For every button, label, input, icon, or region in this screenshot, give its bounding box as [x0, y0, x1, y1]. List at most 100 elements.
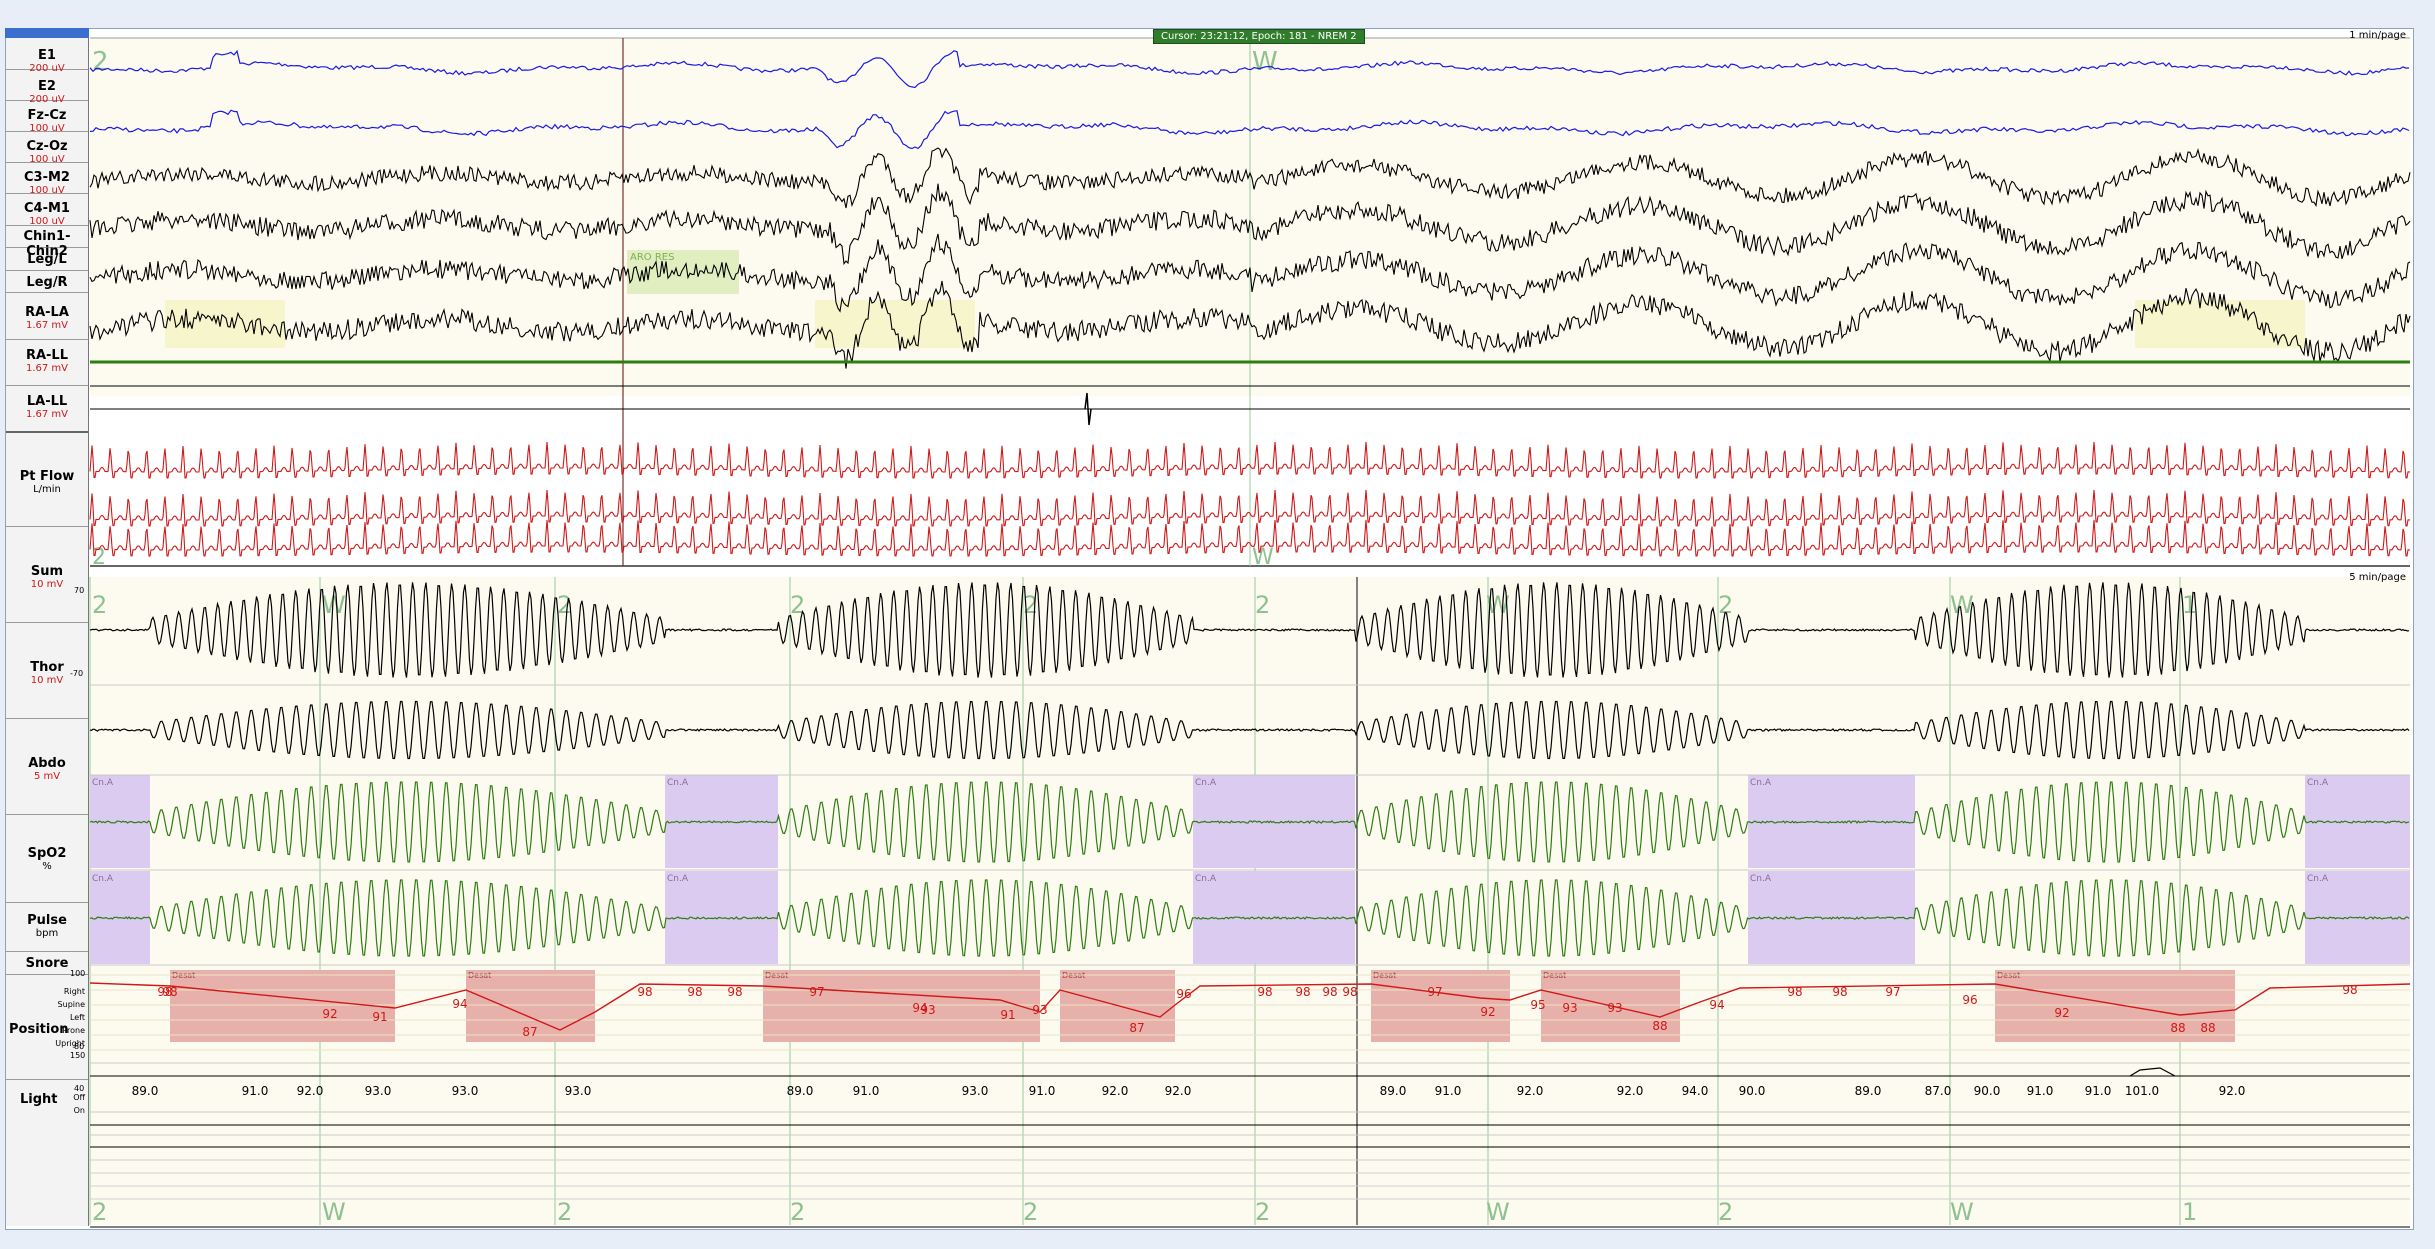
pulse-value: 89.0 [1380, 1084, 1407, 1098]
channel-label-sum[interactable]: Sum 10 mV [6, 527, 88, 623]
spo2-value: 94 [912, 1001, 927, 1015]
desat-box [763, 970, 1040, 1042]
spo2-value: 92 [2054, 1006, 2069, 1020]
hypno-stage-strip: 2 [557, 1198, 572, 1226]
spo2-value: 98 [2342, 983, 2357, 997]
flow-bottom-tick: -70 [70, 669, 84, 678]
channel-label-ra-la[interactable]: RA-LA 1.67 mV [6, 293, 88, 340]
channel-label-e1[interactable]: E1 200 uV [6, 38, 88, 74]
channel-label-chin[interactable]: Chin1-Chin2 [6, 226, 88, 259]
channel-label-leg-l[interactable]: Leg/L [6, 248, 88, 271]
channel-unit: 100 uV [29, 123, 65, 134]
spo2-top-tick: 100 [70, 969, 86, 978]
hypno-stage-top: W [1252, 47, 1278, 77]
spo2-value: 95 [1530, 998, 1545, 1012]
cn-a-tag: Cn.A [1750, 874, 1772, 884]
spo2-value: 97 [1427, 985, 1442, 999]
top-page-scale: 1 min/page [2349, 30, 2406, 41]
spo2-value: 98 [157, 985, 172, 999]
desat-box [466, 970, 595, 1042]
trace-e2 [89, 109, 2410, 150]
channel-name: RA-LA [25, 305, 69, 320]
channel-label-thor[interactable]: Thor 10 mV [6, 623, 88, 719]
trace-fz-cz [89, 147, 2411, 209]
light-sub-on: On [73, 1106, 85, 1115]
hypno-stage-bottom: W [322, 591, 346, 619]
channel-unit: 10 mV [30, 675, 64, 686]
channel-label-pt-flow[interactable]: Pt Flow L/min [6, 435, 88, 527]
channel-label-spo2[interactable]: SpO2% [6, 815, 88, 903]
hypno-stage-bottom: 1 [2182, 591, 2197, 619]
channel-label-e2[interactable]: E2 200 uV [6, 70, 88, 105]
hypno-stage-bottom: 2 [1718, 591, 1733, 619]
spo2-value: 98 [727, 985, 742, 999]
event-box [165, 300, 285, 348]
channel-label-pulse[interactable]: Pulse bpm [6, 903, 88, 952]
event-box [815, 300, 975, 348]
hypno-stage-bottom: 2 [557, 591, 572, 619]
channel-label-la-ll[interactable]: LA-LL 1.67 mV [6, 386, 88, 433]
cn-a-tag: Cn.A [92, 778, 114, 788]
trace-e1 [89, 49, 2410, 89]
trace-ra-ll [89, 489, 2410, 527]
trace-abdo [89, 879, 2410, 957]
desat-box [1995, 970, 2235, 1042]
spo2-value: 93 [920, 1003, 935, 1017]
channel-unit: 1.67 mV [25, 363, 69, 374]
channel-label-fz-cz[interactable]: Fz-Cz 100 uV [6, 101, 88, 134]
trace-ra-la [89, 441, 2410, 479]
channel-name: Leg/R [26, 275, 68, 290]
pulse-value: 92.0 [1165, 1084, 1192, 1098]
trace-cz-oz [89, 183, 2411, 266]
channel-label-c4-m1[interactable]: C4-M1 100 uV [6, 194, 88, 227]
spo2-value: 97 [1885, 985, 1900, 999]
channel-label-light[interactable]: Light [6, 1080, 88, 1120]
desat-box [1371, 970, 1510, 1042]
channel-label-ra-ll[interactable]: RA-LL 1.67 mV [6, 340, 88, 386]
channel-unit: 10 mV [30, 579, 64, 590]
spo2-value: 87 [522, 1025, 537, 1039]
spo2-value: 93 [1607, 1001, 1622, 1015]
spo2-value: 98 [687, 985, 702, 999]
channel-name: Sum [30, 564, 64, 579]
hypno-stage-strip: 1 [2182, 1198, 2197, 1226]
pulse-value: 94.0 [1682, 1084, 1709, 1098]
channel-name: Cz-Oz [26, 139, 68, 154]
pulse-value: 93.0 [365, 1084, 392, 1098]
channel-label-leg-r[interactable]: Leg/R [6, 271, 88, 293]
hypno-stage-strip: W [1486, 1198, 1510, 1226]
channel-name: Position [9, 1022, 69, 1037]
trace-c3-m2 [89, 233, 2411, 313]
hypno-stage-bottom: W [1486, 591, 1510, 619]
channel-label-abdo[interactable]: Abdo 5 mV [6, 719, 88, 815]
pulse-value: 91.0 [2085, 1084, 2112, 1098]
hypno-stage-strip: 2 [1255, 1198, 1270, 1226]
spo2-value: 88 [2200, 1021, 2215, 1035]
cn-a-tag: Cn.A [1195, 778, 1217, 788]
spo2-value: 98 [1787, 985, 1802, 999]
selection-strip[interactable] [5, 28, 89, 38]
channel-label-position[interactable]: Position [6, 975, 88, 1080]
trace-thor [89, 781, 2410, 863]
light-sub-off: Off [73, 1093, 85, 1102]
pulse-spike [2129, 1067, 2176, 1077]
spo2-value: 94 [1709, 998, 1724, 1012]
channel-label-snore[interactable]: Snore [6, 952, 88, 975]
spo2-bottom-tick: 80 [74, 1042, 85, 1051]
pulse-value: 91.0 [1029, 1084, 1056, 1098]
hypno-stage-bottom: 2 [1255, 591, 1270, 619]
hypno-stage-strip: 2 [92, 1198, 107, 1226]
hypno-stage-bottom: 2 [92, 591, 107, 619]
channel-unit: 100 uV [29, 185, 65, 196]
spo2-value: 92 [1480, 1005, 1495, 1019]
channel-unit: 5 mV [33, 771, 61, 782]
channel-name: Leg/L [27, 252, 67, 267]
spo2-value: 87 [1129, 1021, 1144, 1035]
channel-unit: bpm [35, 928, 59, 939]
channel-label-c3-m2[interactable]: C3-M2 100 uV [6, 163, 88, 196]
channel-label-cz-oz[interactable]: Cz-Oz 100 uV [6, 132, 88, 165]
cn-a-tag: Cn.A [667, 874, 689, 884]
hypno-stage-bottom: 2 [790, 591, 805, 619]
cn-a-tag: Cn.A [1195, 874, 1217, 884]
